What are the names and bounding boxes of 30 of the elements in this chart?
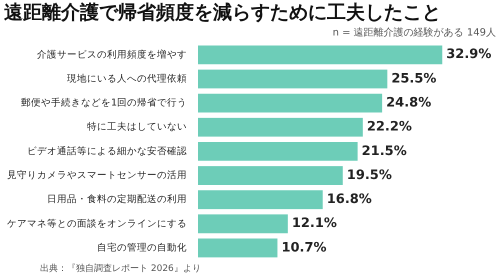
source-note: 出典：『独自調査レポート 2026』より (40, 262, 201, 274)
y-tick-label: 郵便や手続きなどを1回の帰省で行う (20, 96, 187, 109)
bar (198, 70, 388, 88)
y-tick-label: 介護サービスの利用頻度を増やす (37, 48, 187, 60)
data-label: 21.5% (362, 144, 407, 159)
y-tick-label: ビデオ通話等による細かな安否確認 (27, 144, 187, 157)
chart-title: 遠距離介護で帰省頻度を減らすために工夫したこと (4, 1, 441, 24)
bar (198, 166, 343, 185)
data-label: 10.7% (281, 240, 327, 256)
bar (198, 190, 323, 210)
data-label: 12.1% (292, 216, 337, 232)
y-tick-label: 見守りカメラやスマートセンサーの活用 (7, 169, 187, 181)
y-tick-label: 特に工夫はしていない (87, 120, 187, 133)
bar (198, 214, 288, 234)
data-label: 19.5% (346, 168, 392, 183)
bar (198, 118, 363, 137)
y-tick-label: 現地にいる人への代理依頼 (67, 72, 187, 84)
chart-subtitle: n = 遠距離介護の経験がある 149人 (332, 26, 496, 38)
data-label: 16.8% (326, 192, 372, 208)
data-label: 24.8% (386, 96, 432, 111)
bar (198, 142, 358, 161)
y-tick-label: 日用品・食料の定期配送の利用 (47, 193, 187, 206)
data-label: 22.2% (366, 120, 412, 135)
y-tick-label: 自宅の管理の自動化 (97, 241, 187, 254)
bar (198, 45, 442, 64)
bar (198, 94, 382, 113)
bar (198, 238, 278, 258)
y-tick-label: ケアマネ等との面談をオンラインにする (7, 217, 187, 230)
data-label: 32.9% (446, 47, 492, 62)
data-label: 25.5% (391, 71, 436, 86)
